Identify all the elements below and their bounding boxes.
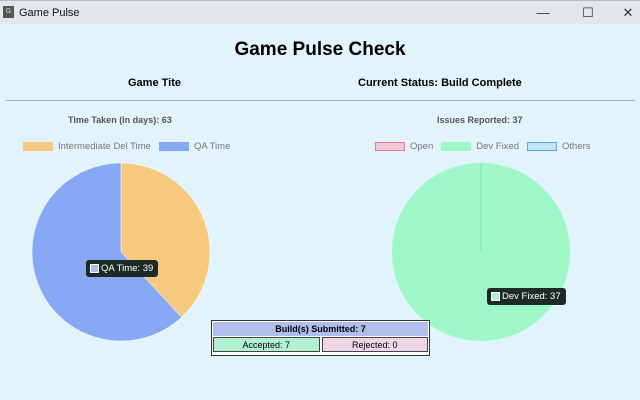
minimize-button[interactable]: — — [536, 5, 550, 20]
app-icon: G — [3, 6, 14, 18]
legend-swatch — [527, 142, 558, 151]
window-title: Game Pulse — [19, 7, 80, 19]
qa-time-tooltip: QA Time: 39 — [86, 260, 159, 277]
legend-label: Intermediate Del Time — [58, 141, 151, 152]
legend-label: Open — [410, 141, 434, 152]
legend-label: QA Time — [193, 141, 231, 152]
tooltip-swatch — [491, 292, 500, 301]
game-title: Game Tite — [128, 77, 181, 89]
builds-table: Build(s) Submitted: 7 Accepted: 7 Reject… — [211, 320, 430, 356]
legend-item[interactable]: Dev Fixed — [441, 141, 519, 152]
title-bar: G Game Pulse ☐ — ✕ — [0, 0, 640, 24]
legend-label: Dev Fixed — [476, 141, 520, 152]
legend-item[interactable]: Intermediate Del Time — [23, 141, 151, 152]
legend-item[interactable]: Others — [527, 141, 591, 152]
legend-label: Others — [562, 141, 591, 152]
dev-fixed-tooltip: Dev Fixed: 37 — [487, 288, 566, 305]
builds-rejected: Rejected: 0 — [321, 337, 428, 352]
issues-chart-title: Issues Reported: 37 — [437, 115, 523, 125]
divider — [6, 100, 635, 101]
page-title: Game Pulse Check — [234, 39, 406, 60]
legend-item[interactable]: QA Time — [158, 141, 231, 152]
legend-swatch — [375, 142, 405, 151]
builds-submitted: Build(s) Submitted: 7 — [213, 322, 428, 336]
pie-slice — [120, 162, 211, 318]
close-button[interactable]: ✕ — [622, 5, 634, 20]
maximize-button[interactable]: ☐ — [582, 5, 594, 20]
time-chart-legend: Intermediate Del Time QA Time — [23, 141, 238, 152]
builds-accepted: Accepted: 7 — [213, 337, 320, 352]
current-status: Current Status: Build Complete — [358, 77, 522, 89]
tooltip-swatch — [90, 264, 99, 273]
tooltip-text: Dev Fixed: 37 — [502, 291, 561, 302]
pie-slice — [31, 162, 182, 342]
legend-swatch — [158, 142, 189, 151]
legend-swatch — [441, 142, 472, 151]
legend-swatch — [23, 142, 53, 151]
time-chart-title: Time Taken (in days): 63 — [68, 115, 172, 125]
legend-item[interactable]: Open — [375, 141, 433, 152]
issues-chart-legend: Open Dev Fixed Others — [375, 141, 599, 152]
tooltip-text: QA Time: 39 — [101, 263, 154, 274]
